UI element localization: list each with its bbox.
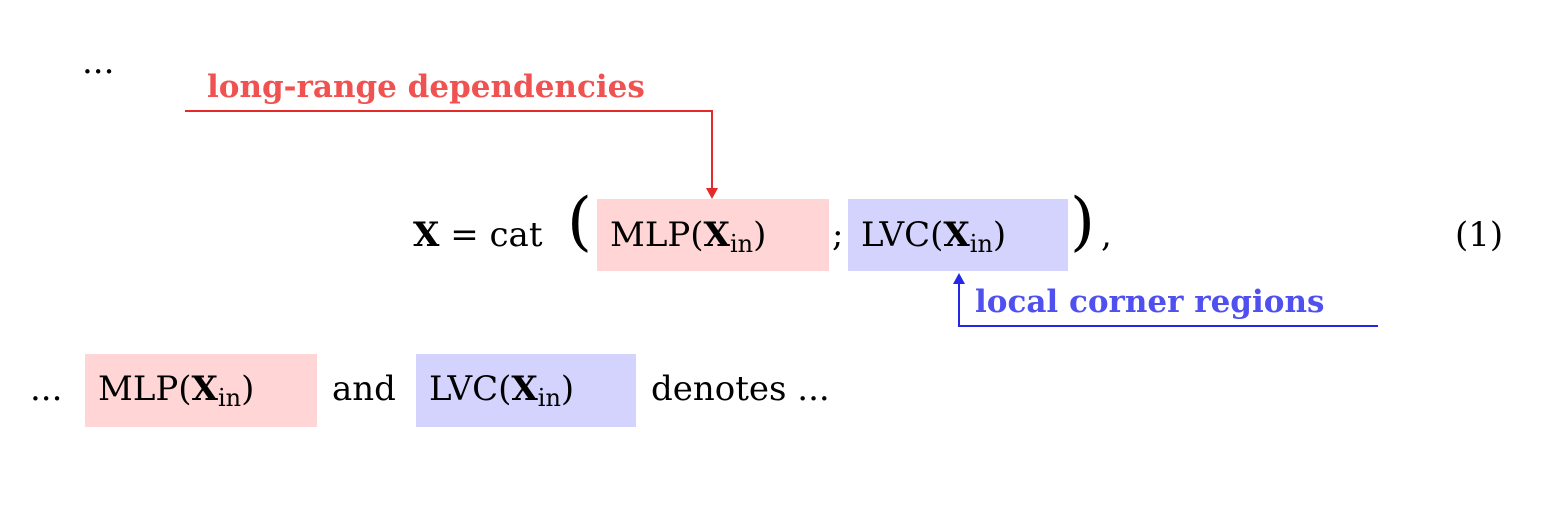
bottom-and: and <box>332 369 396 409</box>
lvc-highlight-box <box>848 199 1068 271</box>
bottom-lead-ellipsis: ... <box>30 369 63 409</box>
equation-separator: ; <box>832 215 844 255</box>
mlp-name: MLP <box>610 215 691 255</box>
lvc-arg-open: ( <box>930 215 944 255</box>
lvc-arg-close: ) <box>992 215 1007 255</box>
bottom-mlp-term: MLP(Xin) <box>98 369 255 410</box>
mlp-arg-close: ) <box>753 215 767 255</box>
equation-func: cat <box>489 215 543 255</box>
bottom-lvc-term: LVC(Xin) <box>429 369 575 410</box>
mlp-term: MLP(Xin) <box>610 215 767 256</box>
lvc-term: LVC(Xin) <box>861 215 1007 256</box>
bottom-lvc-arg-var: X <box>511 369 538 409</box>
bottom-lvc-arg-open: ( <box>498 369 512 409</box>
blue-arrowhead-icon <box>953 273 965 284</box>
mlp-arg-var: X <box>703 215 730 255</box>
equation-comma: , <box>1101 215 1112 255</box>
bottom-mlp-arg-open: ( <box>178 369 192 409</box>
mlp-highlight-box <box>597 199 829 271</box>
red-connector <box>185 110 718 199</box>
lvc-name: LVC <box>861 215 931 255</box>
bottom-mlp-highlight-box <box>85 354 317 427</box>
equation-number: (1) <box>1455 215 1504 255</box>
equation-lhs: X = cat <box>413 218 543 252</box>
long-range-dependencies-label: long-range dependencies <box>207 69 645 105</box>
bottom-lvc-name: LVC <box>429 369 499 409</box>
bottom-lvc-arg-close: ) <box>560 369 575 409</box>
equation-lhs-var: X <box>413 215 440 255</box>
bottom-tail: denotes ... <box>651 369 830 409</box>
red-arrowhead-icon <box>706 188 718 199</box>
top-ellipsis: ... <box>82 42 115 82</box>
bottom-mlp-name: MLP <box>98 369 179 409</box>
lvc-arg-sub: in <box>969 230 993 258</box>
bottom-mlp-arg-close: ) <box>241 369 255 409</box>
bottom-lvc-arg-sub: in <box>537 384 561 412</box>
blue-connector <box>953 273 1378 327</box>
mlp-arg-sub: in <box>729 230 754 258</box>
bottom-lvc-highlight-box <box>416 354 636 427</box>
bottom-mlp-arg-var: X <box>191 369 218 409</box>
equation-close-paren: ) <box>1070 185 1095 259</box>
equation-open-paren: ( <box>567 185 592 259</box>
equation-equals: = <box>450 215 479 255</box>
mlp-arg-open: ( <box>690 215 704 255</box>
lvc-arg-var: X <box>943 215 970 255</box>
local-corner-regions-label: local corner regions <box>975 284 1325 320</box>
bottom-mlp-arg-sub: in <box>217 384 242 412</box>
